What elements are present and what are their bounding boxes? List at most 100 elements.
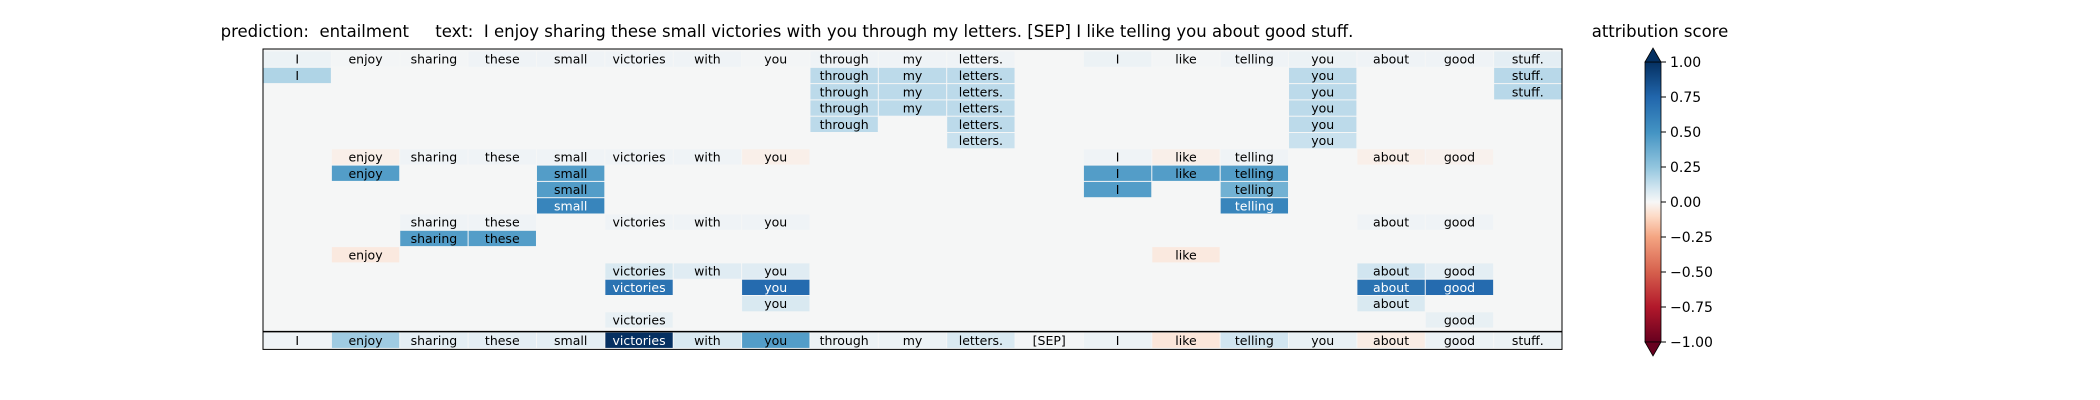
heatmap-row-cell: [878, 100, 947, 116]
heatmap-row-token-label: my: [903, 101, 923, 116]
heatmap-row-token-label: you: [764, 264, 787, 279]
summary-row-cell: [947, 332, 1015, 348]
heatmap-row-token-label: enjoy: [348, 166, 383, 181]
heatmap-row-cell: [1083, 51, 1152, 67]
heatmap-row-token-label: small: [554, 166, 587, 181]
heatmap-row-cell: [536, 51, 605, 67]
summary-row-cell: [468, 332, 536, 348]
heatmap-row-token-label: like: [1175, 52, 1197, 67]
summary-row-token-label: with: [694, 333, 721, 348]
heatmap-row-cell: [742, 51, 810, 67]
heatmap-row-cell: [742, 263, 810, 279]
summary-row-token-label: letters.: [959, 333, 1003, 348]
heatmap-row-cell: [331, 149, 400, 165]
summary-row-token-label: my: [903, 333, 923, 348]
heatmap-row-token-label: you: [1311, 117, 1334, 132]
heatmap-row-token-label: small: [554, 198, 587, 213]
heatmap-row-cell: [263, 67, 331, 84]
heatmap-row-cell: [878, 51, 947, 67]
heatmap-row-token-label: you: [764, 149, 787, 164]
summary-row-cell: [878, 332, 947, 348]
heatmap-row-cell: [1220, 51, 1289, 67]
heatmap-row-token-label: enjoy: [348, 52, 383, 67]
summary-row-cell: [1220, 332, 1289, 348]
heatmap-row-token-label: about: [1373, 264, 1409, 279]
summary-row-cell: [400, 332, 468, 348]
summary-row-token-label: like: [1175, 333, 1197, 348]
heatmap-row-token-label: letters.: [959, 133, 1003, 148]
heatmap-row-token-label: I: [1116, 149, 1120, 164]
summary-row-token-label: good: [1444, 333, 1475, 348]
heatmap-row-cell: [878, 67, 947, 84]
heatmap-row-token-label: with: [694, 149, 721, 164]
text-label: text:: [435, 22, 474, 41]
colorbar-title: attribution score: [1591, 22, 1729, 41]
heatmap-row-cell: [468, 214, 536, 230]
colorbar-tick-label: 0.00: [1670, 195, 1701, 211]
colorbar-tick-label: −1.00: [1670, 335, 1713, 351]
heatmap-row-cell: [1357, 51, 1425, 67]
summary-row-cell: [1425, 332, 1494, 348]
heatmap-row-cell: [947, 51, 1015, 67]
heatmap-row-token-label: victories: [612, 280, 665, 295]
summary-row-token-label: through: [820, 333, 869, 348]
heatmap-row-token-label: victories: [612, 312, 665, 327]
heatmap-row-token-label: good: [1444, 280, 1475, 295]
heatmap-row-token-label: through: [820, 101, 869, 116]
heatmap-row-token-label: telling: [1235, 182, 1274, 197]
heatmap-row-token-label: letters.: [959, 117, 1003, 132]
colorbar-tick-label: −0.50: [1670, 265, 1713, 281]
heatmap-row-cell: [673, 214, 742, 230]
summary-row-cell: [1289, 332, 1357, 348]
colorbar-tick-label: −0.25: [1670, 230, 1713, 246]
heatmap-row-token-label: like: [1175, 149, 1197, 164]
heatmap-row-cell: [810, 51, 878, 67]
heatmap-row-token-label: stuff.: [1512, 68, 1544, 83]
heatmap-row-token-label: stuff.: [1512, 84, 1544, 99]
colorbar-extend-min: [1644, 341, 1662, 357]
text-value: I enjoy sharing these small victories wi…: [483, 22, 1354, 41]
heatmap-row-token-label: through: [820, 117, 869, 132]
heatmap-row-token-label: letters.: [959, 68, 1003, 83]
heatmap-row-cell: [1494, 84, 1562, 100]
heatmap-row-token-label: these: [485, 149, 520, 164]
heatmap-row-token-label: victories: [612, 264, 665, 279]
heatmap-row-cell: [742, 214, 810, 230]
heatmap-row-cell: [947, 133, 1015, 149]
summary-row-token-label: about: [1373, 333, 1409, 348]
heatmap-row-token-label: I: [1116, 182, 1120, 197]
heatmap-row-token-label: you: [1311, 52, 1334, 67]
colorbar-tick-label: 0.50: [1670, 125, 1701, 141]
heatmap-row-token-label: I: [1116, 166, 1120, 181]
summary-row-cell: [1015, 332, 1083, 348]
heatmap-row-token-label: small: [554, 52, 587, 67]
heatmap-row-cell: [605, 279, 673, 295]
heatmap-row-cell: [1494, 51, 1562, 67]
heatmap-row-token-label: you: [1311, 133, 1334, 148]
heatmap-row-cell: [947, 100, 1015, 116]
heatmap-row-token-label: I: [1116, 52, 1120, 67]
summary-row-token-label: small: [554, 333, 587, 348]
heatmap-row-token-label: telling: [1235, 198, 1274, 213]
heatmap-row-cell: [742, 149, 810, 165]
heatmap-row-token-label: small: [554, 149, 587, 164]
heatmap-row-cell: [1289, 84, 1357, 100]
heatmap-row-token-label: with: [694, 52, 721, 67]
heatmap-row-cell: [1289, 51, 1357, 67]
prediction-label: prediction:: [220, 22, 309, 41]
heatmap-row-token-label: these: [485, 231, 520, 246]
heatmap-row-token-label: letters.: [959, 84, 1003, 99]
summary-row-token-label: stuff.: [1512, 333, 1544, 348]
heatmap-row-token-label: about: [1373, 52, 1409, 67]
summary-row-token-label: enjoy: [348, 333, 383, 348]
heatmap-row-cell: [331, 51, 400, 67]
heatmap-row-token-label: enjoy: [348, 149, 383, 164]
summary-row-token-label: sharing: [411, 333, 458, 348]
heatmap-row-token-label: good: [1444, 264, 1475, 279]
heatmap-row-token-label: about: [1373, 215, 1409, 230]
heatmap-row-cell: [1425, 149, 1494, 165]
heatmap-row-cell: [810, 84, 878, 100]
heatmap-row-cell: [605, 214, 673, 230]
